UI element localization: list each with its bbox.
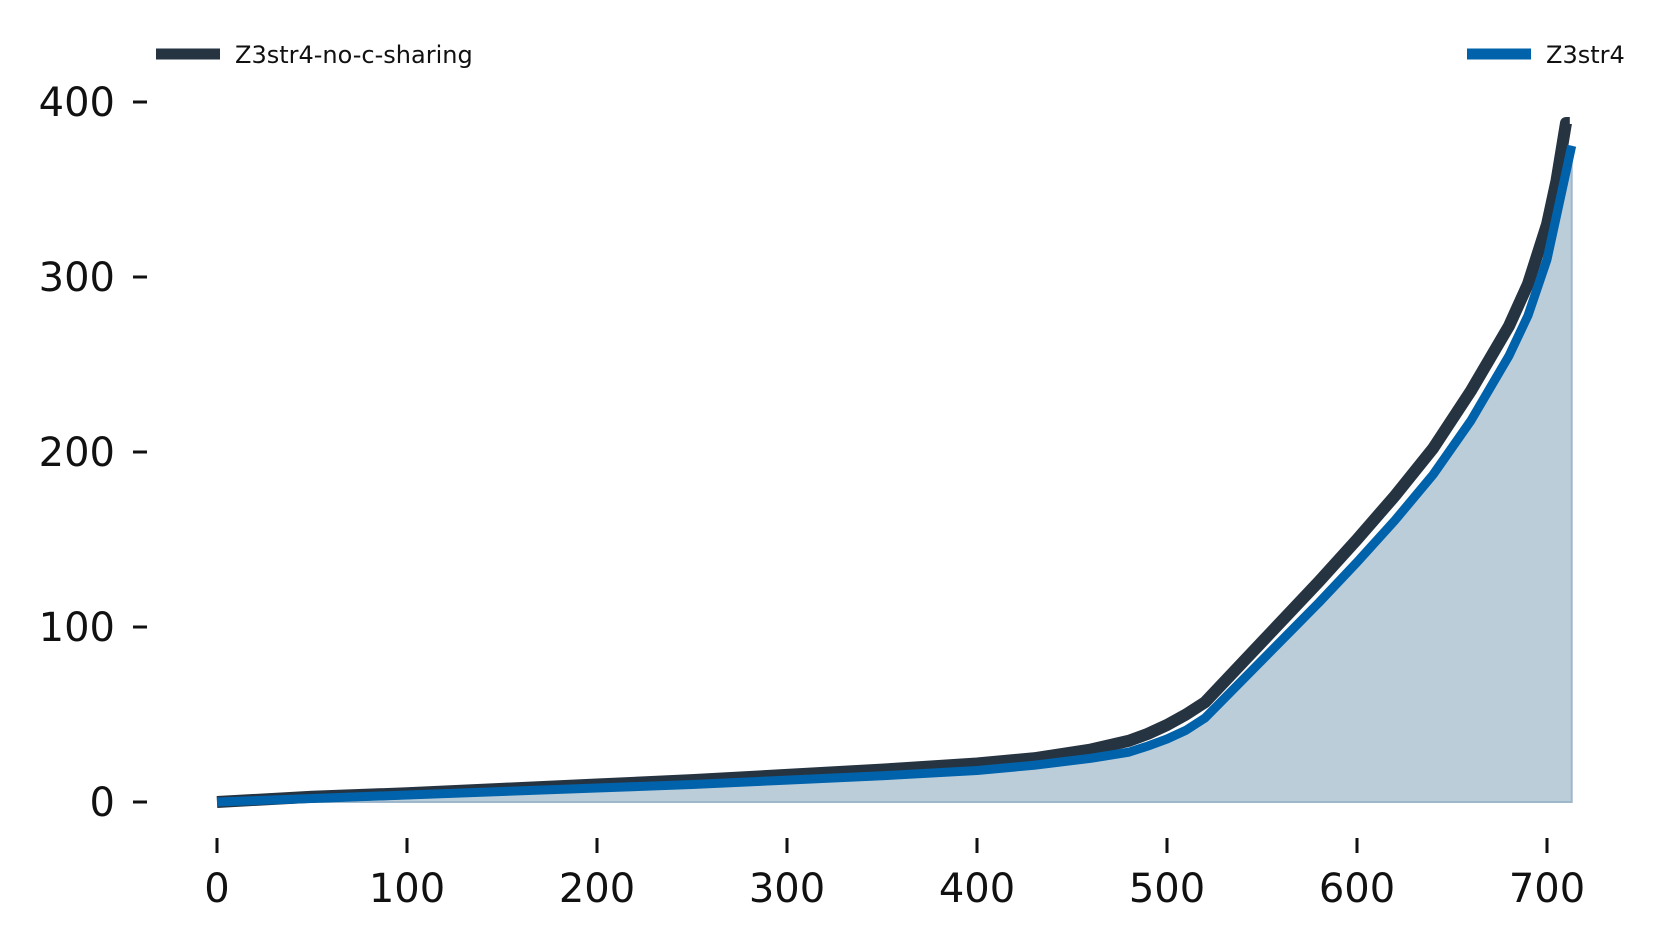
x-tick-label: 700 <box>1509 866 1585 912</box>
y-tick-label: 0 <box>90 780 115 826</box>
x-tick-label: 200 <box>559 866 635 912</box>
area-layer <box>216 145 1573 803</box>
series-area-fill <box>216 145 1573 803</box>
legend-item-series-1: Z3str4-no-c-sharing <box>156 41 473 69</box>
y-tick-label: 300 <box>39 255 115 301</box>
x-tick-label: 500 <box>1129 866 1205 912</box>
legend-label-series-1: Z3str4-no-c-sharing <box>235 41 473 69</box>
legend-item-series-2: Z3str4 <box>1467 41 1625 69</box>
x-tick-label: 600 <box>1319 866 1395 912</box>
y-tick-label: 100 <box>39 605 115 651</box>
x-tick-label: 300 <box>749 866 825 912</box>
x-tick-label: 100 <box>369 866 445 912</box>
y-tick-label: 200 <box>39 430 115 476</box>
y-tick-label: 400 <box>39 80 115 126</box>
x-tick-label: 400 <box>939 866 1015 912</box>
series-layer <box>216 117 1577 808</box>
legend-label-series-2: Z3str4 <box>1546 41 1625 69</box>
x-tick-label: 0 <box>204 866 229 912</box>
legend: Z3str4-no-c-sharing Z3str4 <box>156 41 1625 69</box>
axis-layer: 0 100 200 300 400 500 600 700 0 100 200 300 400 <box>39 80 1586 912</box>
series-line-2 <box>216 144 1577 807</box>
